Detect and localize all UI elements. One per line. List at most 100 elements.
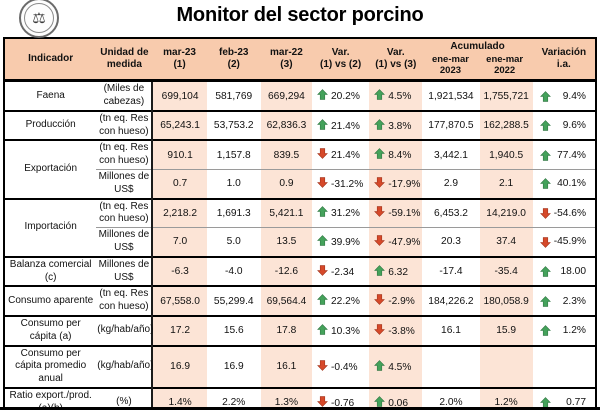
acumulado-cell: 2.1	[479, 169, 533, 199]
variacion-ia-value: 18.00	[560, 266, 587, 278]
value-cell: 0.9	[260, 169, 312, 199]
value-cell: 16.1	[260, 344, 312, 388]
value-cell: 1.3%	[260, 386, 312, 407]
value-cell: 15.6	[206, 315, 261, 346]
down-arrow-icon	[539, 208, 551, 219]
var-cell: 6.32	[369, 255, 423, 287]
header-var-1-2: Var. (1) vs (2)	[312, 38, 370, 83]
up-arrow-icon	[539, 149, 551, 161]
variacion-ia-cell: 9.6%	[532, 109, 596, 141]
value-cell: 5.0	[206, 227, 261, 257]
acumulado-cell: 2.0%	[422, 386, 480, 407]
value-cell: 1.0	[206, 169, 261, 199]
acumulado-cell: 2.9	[422, 169, 480, 199]
acumulado-cell: 6,453.2	[422, 197, 480, 228]
acumulado-cell: -35.4	[479, 255, 533, 287]
indicator-cell: Balanza comercial (c)	[4, 255, 97, 287]
value-cell: 1,157.8	[206, 139, 261, 170]
unit-cell: Millones de US$	[96, 169, 154, 199]
acumulado-cell: -17.4	[422, 255, 480, 287]
value-cell: 17.8	[260, 315, 312, 346]
variacion-ia-value: 1.2%	[562, 325, 586, 337]
unit-cell: (%)	[96, 386, 154, 407]
header-acum-2023: ene-mar 2023	[431, 53, 469, 77]
variacion-ia-cell: 0.77	[532, 386, 596, 407]
up-arrow-icon	[317, 89, 328, 100]
acumulado-cell: 184,226.2	[422, 285, 480, 316]
acumulado-cell: 1.2%	[479, 386, 533, 407]
indicator-cell: Ratio export./prod. (a)(b)	[4, 386, 97, 407]
table-row: Consumo per cápita promedio anual (kg/hab…	[4, 344, 596, 388]
variacion-ia-cell: 77.4%	[532, 139, 596, 170]
header-var-1-3: Var. (1) vs (3)	[369, 38, 423, 83]
var-cell: 4.5%	[369, 344, 423, 388]
var-cell: -31.2%	[312, 169, 370, 199]
header-indicador: Indicador	[4, 38, 97, 83]
variacion-ia-value: -45.9%	[553, 236, 586, 248]
acumulado-cell	[479, 344, 533, 388]
value-cell: 1.4%	[152, 386, 207, 407]
value-cell: 65,243.1	[152, 109, 207, 141]
value-cell: 581,769	[206, 79, 261, 111]
var-cell: 21.4%	[312, 109, 370, 141]
table-row: Faena (Miles de cabezas) 699,104 581,769 669…	[4, 79, 596, 111]
acumulado-cell	[422, 344, 480, 388]
var-cell: 10.3%	[312, 315, 370, 346]
value-cell: 910.1	[152, 139, 207, 170]
up-arrow-icon	[374, 118, 386, 130]
header-mar-23: mar-23 (1)	[152, 38, 207, 83]
acumulado-cell: 20.3	[422, 227, 480, 257]
var-cell: 21.4%	[312, 139, 370, 170]
down-arrow-icon	[317, 264, 328, 276]
indicator-cell: Consumo per cápita (a)	[4, 315, 97, 346]
variacion-ia-cell	[532, 344, 596, 388]
value-cell: 67,558.0	[152, 285, 207, 316]
up-arrow-icon	[539, 90, 551, 102]
scales-icon: ⚖	[24, 3, 54, 33]
acumulado-cell: 14,219.0	[479, 197, 533, 228]
var-cell: -0.76	[312, 386, 370, 407]
up-arrow-icon	[539, 325, 551, 337]
value-cell: 62,836.3	[260, 109, 312, 141]
var-cell: 20.2%	[312, 79, 370, 111]
table-row: Millones de US$ 7.0 5.0 13.5 39.9% -47.9% 20.3…	[4, 227, 596, 257]
value-cell: 55,299.4	[206, 285, 261, 316]
value-cell: 13.5	[260, 227, 312, 257]
indicator-cell: Faena	[4, 79, 97, 111]
up-arrow-icon	[317, 118, 328, 130]
variacion-ia-value: 40.1%	[557, 178, 586, 190]
var-cell: 31.2%	[312, 197, 370, 228]
down-arrow-icon	[317, 396, 328, 407]
up-arrow-icon	[374, 148, 386, 159]
unit-cell: Millones de US$	[96, 227, 154, 257]
variacion-ia-value: 77.4%	[557, 149, 586, 161]
acumulado-cell: 1,921,534	[422, 79, 480, 111]
header-acumulado: Acumulado ene-mar 2023 ene-mar 2022	[422, 38, 533, 83]
value-cell: -6.3	[152, 255, 207, 287]
table-row: Exportación (tn eq. Res con hueso) 910.1 1,…	[4, 139, 596, 199]
table-row: Consumo aparente (tn eq. Res con hueso) 67…	[4, 285, 596, 316]
table-header: Indicador Unidad de medida mar-23 (1) fe…	[4, 38, 596, 83]
var-cell: -2.9%	[369, 285, 423, 316]
table-row: Producción (tn eq. Res con hueso) 65,243.1…	[4, 109, 596, 141]
acumulado-cell: 3,442.1	[422, 139, 480, 170]
down-arrow-icon	[317, 360, 328, 371]
acumulado-cell: 180,058.9	[479, 285, 533, 316]
variacion-ia-cell: 1.2%	[532, 315, 596, 346]
value-cell: 16.9	[152, 344, 207, 388]
value-cell: 0.7	[152, 169, 207, 199]
table-row: Balanza comercial (c) Millones de US$ -6.3…	[4, 255, 596, 287]
indicator-cell: Producción	[4, 109, 97, 141]
variacion-ia-cell: 2.3%	[532, 285, 596, 316]
header-mar-22: mar-22 (3)	[260, 38, 312, 83]
up-arrow-icon	[539, 120, 551, 131]
down-arrow-icon	[317, 148, 328, 160]
unit-cell: Millones de US$	[96, 255, 154, 287]
acumulado-cell: 1,940.5	[479, 139, 533, 170]
value-cell: -4.0	[206, 255, 261, 287]
var-cell: -3.8%	[369, 315, 423, 346]
up-arrow-icon	[374, 264, 386, 276]
unit-cell: (tn eq. Res con hueso)	[96, 285, 154, 316]
variacion-ia-value: 9.4%	[562, 90, 586, 102]
